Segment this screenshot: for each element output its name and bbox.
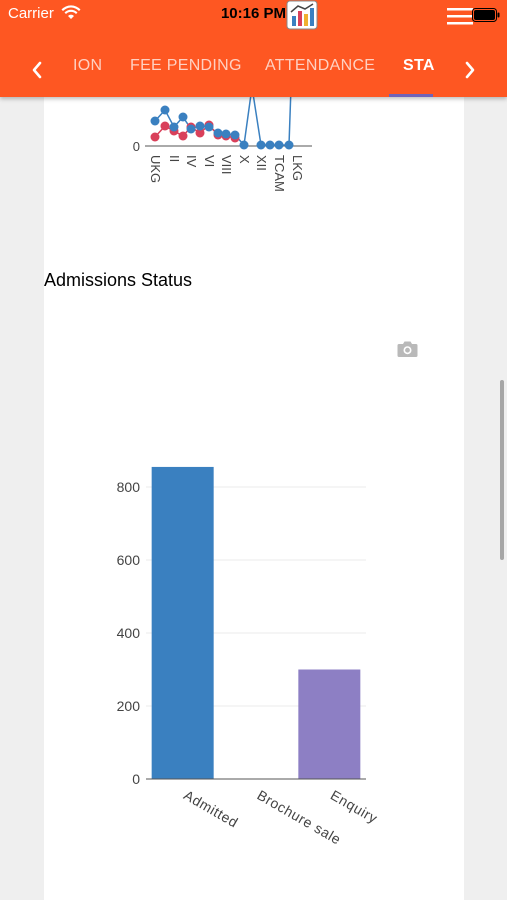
- tab-attendance[interactable]: ATTENDANCE: [265, 57, 376, 74]
- mini-chart-blue-point: [150, 116, 160, 126]
- chevron-left-icon: [32, 61, 42, 79]
- bar-chart-y-tick-label: 400: [117, 625, 141, 641]
- bar-chart-y-tick-label: 800: [117, 479, 141, 495]
- mini-chart-category-label: UKG: [148, 155, 163, 183]
- mini-chart-blue-point: [265, 140, 275, 150]
- mini-chart-category-label: IV: [184, 155, 199, 168]
- mini-chart-blue-point: [178, 112, 188, 122]
- bar-admitted[interactable]: [151, 466, 214, 779]
- mini-chart-blue-point: [195, 121, 205, 131]
- tab-fee-pending[interactable]: FEE PENDING: [130, 57, 242, 74]
- active-tab-indicator: [389, 94, 433, 97]
- mini-chart-blue-point: [284, 140, 294, 150]
- mini-chart-category-label: VI: [202, 155, 217, 167]
- wifi-icon: [61, 5, 81, 19]
- page-scrollbar[interactable]: [500, 380, 504, 560]
- status-time: 10:16 PM: [220, 5, 287, 22]
- mini-chart-y-tick-label: 0: [133, 139, 140, 154]
- tab-statistics[interactable]: STA: [403, 57, 435, 74]
- app-chart-icon: [286, 0, 318, 30]
- bar-chart-category-label: Enquiry: [328, 787, 381, 827]
- bar-chart-y-tick-label: 200: [117, 698, 141, 714]
- mini-chart-blue-point: [204, 122, 214, 132]
- mini-chart-blue-point: [213, 128, 223, 138]
- mini-chart-blue-point: [239, 140, 249, 150]
- top-app-bar: Carrier 10:16 PM ION FEE PENDING ATTENDA…: [0, 0, 507, 97]
- mini-chart-blue-point: [160, 105, 170, 115]
- class-line-chart: 0 UKG II IV VI VIII X XII TCAM LKG: [133, 97, 312, 192]
- mini-chart-red-point: [178, 131, 188, 141]
- hamburger-menu-icon[interactable]: [447, 6, 473, 26]
- mini-chart-red-point: [195, 128, 205, 138]
- mini-chart-blue-point: [256, 140, 266, 150]
- battery-icon: [472, 8, 500, 22]
- mini-chart-red-point: [160, 121, 170, 131]
- content-card: [44, 97, 464, 900]
- mini-chart-blue-point: [186, 124, 196, 134]
- section-title: Admissions Status: [44, 270, 193, 290]
- mini-chart-category-label: II: [167, 155, 182, 162]
- mini-chart-category-label: TCAM: [272, 155, 287, 192]
- bar-chart-y-tick-label: 600: [117, 552, 141, 568]
- mini-chart-blue-point: [230, 130, 240, 140]
- tab-registration[interactable]: ION: [73, 57, 103, 74]
- bar-chart-category-label: Admitted: [181, 787, 241, 831]
- carrier-label: Carrier: [8, 5, 54, 22]
- mini-chart-blue-point: [221, 129, 231, 139]
- tab-scroll-back-button[interactable]: [22, 55, 52, 85]
- mini-chart-red-point: [150, 132, 160, 142]
- mini-chart-blue-point: [274, 140, 284, 150]
- mini-chart-category-label: VIII: [219, 155, 234, 175]
- bar-enquiry[interactable]: [298, 669, 361, 780]
- mini-chart-category-label: X: [237, 155, 252, 164]
- tab-scroll-forward-button[interactable]: [455, 55, 485, 85]
- mini-chart-category-label: LKG: [290, 155, 305, 181]
- mini-chart-category-label: XII: [254, 155, 269, 171]
- bar-chart-y-tick-label: 0: [132, 771, 140, 787]
- camera-icon[interactable]: [397, 340, 418, 358]
- mini-chart-blue-point: [169, 122, 179, 132]
- chevron-right-icon: [465, 61, 475, 79]
